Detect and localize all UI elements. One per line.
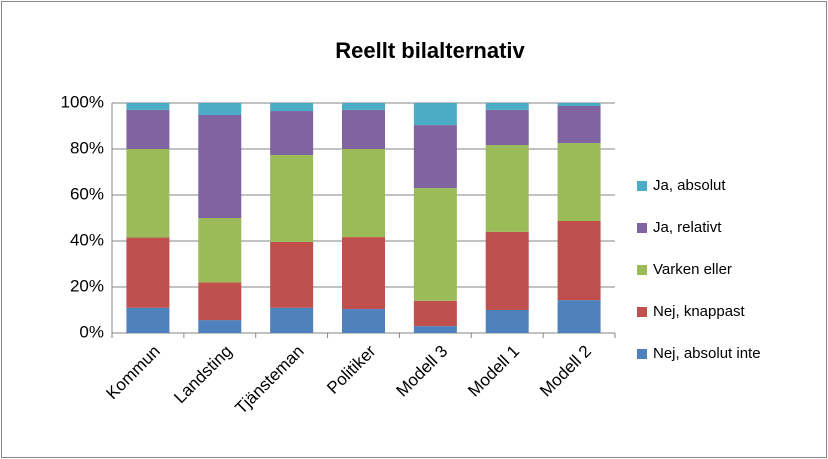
bar-segment — [485, 103, 529, 110]
bar-segment — [342, 149, 385, 238]
bar-segment — [413, 326, 457, 333]
legend-swatch — [637, 307, 647, 317]
bar-segment — [126, 307, 170, 333]
legend-label: Nej, knappast — [653, 303, 746, 320]
legend-swatch — [637, 181, 647, 191]
legend-label: Ja, absolut — [653, 177, 726, 194]
y-tick-label: 40% — [70, 230, 104, 249]
bar-segment — [485, 310, 529, 333]
bar-segment — [126, 149, 170, 238]
y-tick-label: 80% — [70, 138, 104, 157]
y-tick-label: 60% — [70, 184, 104, 203]
legend-label: Nej, absolut inte — [653, 345, 761, 362]
bar-segment — [557, 300, 601, 333]
chart-title: Reellt bilalternativ — [335, 38, 525, 63]
bar-segment — [557, 143, 601, 221]
y-tick-label: 0% — [79, 322, 104, 341]
bar-segment — [557, 105, 601, 144]
bar-segment — [198, 282, 242, 321]
bar-segment — [342, 103, 385, 110]
bar-segment — [557, 220, 601, 301]
bar-segment — [126, 103, 170, 110]
bar-segment — [270, 103, 314, 112]
bar-segment — [270, 307, 314, 333]
bar-segment — [485, 231, 529, 310]
bar-segment — [198, 320, 242, 333]
legend-swatch — [637, 265, 647, 275]
bar-segment — [485, 145, 529, 232]
bar-segment — [270, 111, 314, 155]
bar-segment — [413, 125, 457, 189]
bar-segment — [126, 109, 170, 149]
y-tick-label: 20% — [70, 276, 104, 295]
bar-segment — [413, 188, 457, 301]
bar-segment — [198, 218, 242, 283]
bar-segment — [485, 109, 529, 146]
bar-segment — [126, 237, 170, 308]
legend-swatch — [637, 223, 647, 233]
legend-label: Varken eller — [653, 261, 732, 278]
bar-segment — [270, 241, 314, 308]
bar-segment — [557, 103, 601, 106]
y-tick-label: 100% — [61, 92, 104, 111]
bar-segment — [270, 154, 314, 242]
bar-segment — [413, 300, 457, 327]
bar-segment — [198, 114, 242, 218]
bar-segment — [342, 237, 385, 310]
bar-segment — [413, 103, 457, 126]
bar-segment — [198, 103, 242, 115]
legend-swatch — [637, 349, 647, 359]
bar-segment — [342, 309, 385, 333]
legend-label: Ja, relativt — [653, 219, 722, 236]
bar-segment — [342, 109, 385, 149]
